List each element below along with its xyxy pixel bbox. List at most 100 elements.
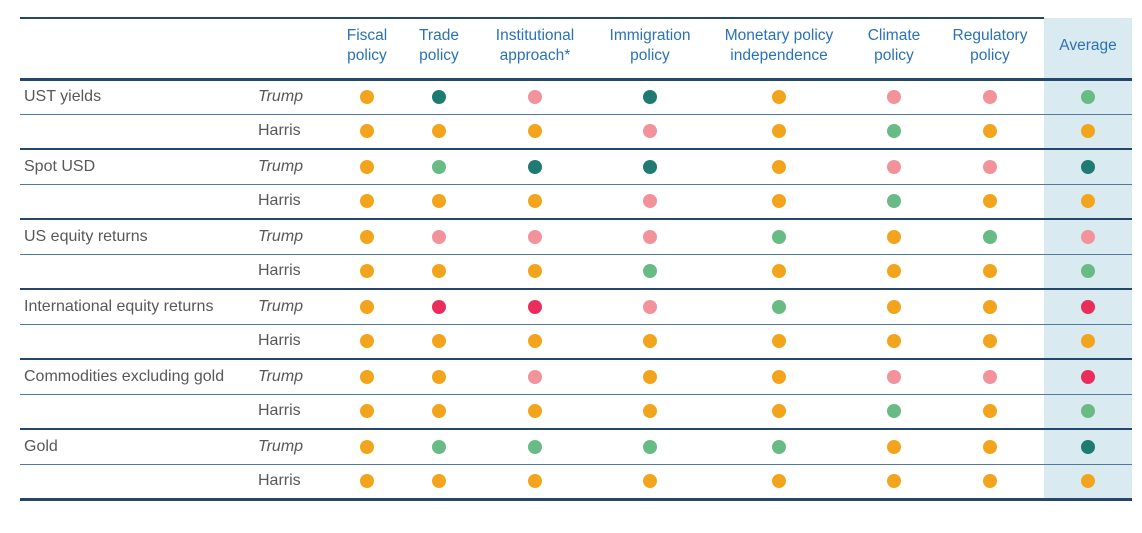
amber-dot [360, 194, 374, 209]
average-cell [1044, 429, 1132, 464]
amber-dot [887, 439, 901, 454]
asset-label: UST yields [24, 88, 102, 106]
rating-cell [476, 394, 594, 429]
rating-cell [476, 359, 594, 394]
amber-dot [360, 264, 374, 279]
rating-cell [706, 149, 852, 184]
table-row-gold-trump: Gold Trump [20, 429, 1132, 464]
candidate-label: Trump [258, 297, 304, 315]
asset-label-empty [20, 184, 252, 219]
amber-dot [1081, 194, 1095, 209]
amber-dot [360, 124, 374, 139]
rating-cell [852, 114, 936, 149]
average-cell [1044, 184, 1132, 219]
rating-cell [852, 394, 936, 429]
rating-cell [852, 289, 936, 324]
table-row-ust-yields-harris: Harris [20, 114, 1132, 149]
rating-cell [936, 289, 1044, 324]
rating-cell [594, 359, 706, 394]
green-dot [1081, 89, 1095, 104]
rating-cell [852, 464, 936, 499]
rating-cell [476, 149, 594, 184]
row-label-header [20, 17, 252, 79]
teal-dot [528, 159, 542, 174]
rating-cell [476, 429, 594, 464]
rating-cell [476, 79, 594, 114]
amber-dot [360, 369, 374, 384]
rating-cell [936, 394, 1044, 429]
rating-cell [332, 219, 402, 254]
green-dot [772, 439, 786, 454]
amber-dot [772, 194, 786, 209]
amber-dot [528, 473, 542, 488]
table-row-us-equity-returns-harris: Harris [20, 254, 1132, 289]
green-dot [887, 194, 901, 209]
pink-dot [432, 229, 446, 244]
rating-cell [936, 79, 1044, 114]
amber-dot [528, 194, 542, 209]
amber-dot [887, 264, 901, 279]
average-cell [1044, 324, 1132, 359]
rating-cell [332, 149, 402, 184]
rating-cell [332, 359, 402, 394]
green-dot [1081, 264, 1095, 279]
rating-cell [594, 254, 706, 289]
rating-cell [402, 184, 476, 219]
amber-dot [643, 404, 657, 419]
average-cell [1044, 464, 1132, 499]
pink-dot [983, 159, 997, 174]
green-dot [1081, 404, 1095, 419]
amber-dot [772, 89, 786, 104]
red-dot [432, 299, 446, 314]
pink-dot [528, 229, 542, 244]
amber-dot [528, 404, 542, 419]
rating-cell [706, 289, 852, 324]
rating-cell [594, 79, 706, 114]
rating-cell [402, 324, 476, 359]
rating-cell [594, 149, 706, 184]
amber-dot [432, 369, 446, 384]
candidate-header [252, 17, 332, 79]
table-row-spot-usd-harris: Harris [20, 184, 1132, 219]
asset-label: Gold [24, 437, 58, 455]
rating-cell [706, 429, 852, 464]
green-dot [887, 124, 901, 139]
pink-dot [887, 369, 901, 384]
rating-cell [402, 114, 476, 149]
asset-label-empty [20, 394, 252, 429]
red-dot [1081, 369, 1095, 384]
amber-dot [772, 124, 786, 139]
policy-dot-table: Fiscal policy Trade policy Institutional a… [20, 17, 1132, 501]
rating-cell [706, 114, 852, 149]
rating-cell [852, 79, 936, 114]
candidate-label: Harris [258, 122, 301, 140]
amber-dot [983, 404, 997, 419]
rating-cell [936, 149, 1044, 184]
average-cell [1044, 289, 1132, 324]
rating-cell [852, 149, 936, 184]
rating-cell [594, 184, 706, 219]
candidate-label: Harris [258, 192, 301, 210]
amber-dot [360, 299, 374, 314]
pink-dot [887, 89, 901, 104]
rating-cell [706, 324, 852, 359]
amber-dot [432, 473, 446, 488]
amber-dot [772, 159, 786, 174]
average-cell [1044, 359, 1132, 394]
rating-cell [476, 324, 594, 359]
rating-cell [706, 184, 852, 219]
rating-cell [402, 254, 476, 289]
amber-dot [1081, 473, 1095, 488]
rating-cell [706, 464, 852, 499]
green-dot [643, 439, 657, 454]
amber-dot [772, 264, 786, 279]
rating-cell [476, 114, 594, 149]
average-cell [1044, 149, 1132, 184]
table-row-us-equity-returns-trump: US equity returns Trump [20, 219, 1132, 254]
green-dot [772, 229, 786, 244]
rating-cell [706, 394, 852, 429]
table-row-gold-harris: Harris [20, 464, 1132, 499]
asset-label-empty [20, 254, 252, 289]
rating-cell [936, 254, 1044, 289]
table-row-spot-usd-trump: Spot USD Trump [20, 149, 1132, 184]
